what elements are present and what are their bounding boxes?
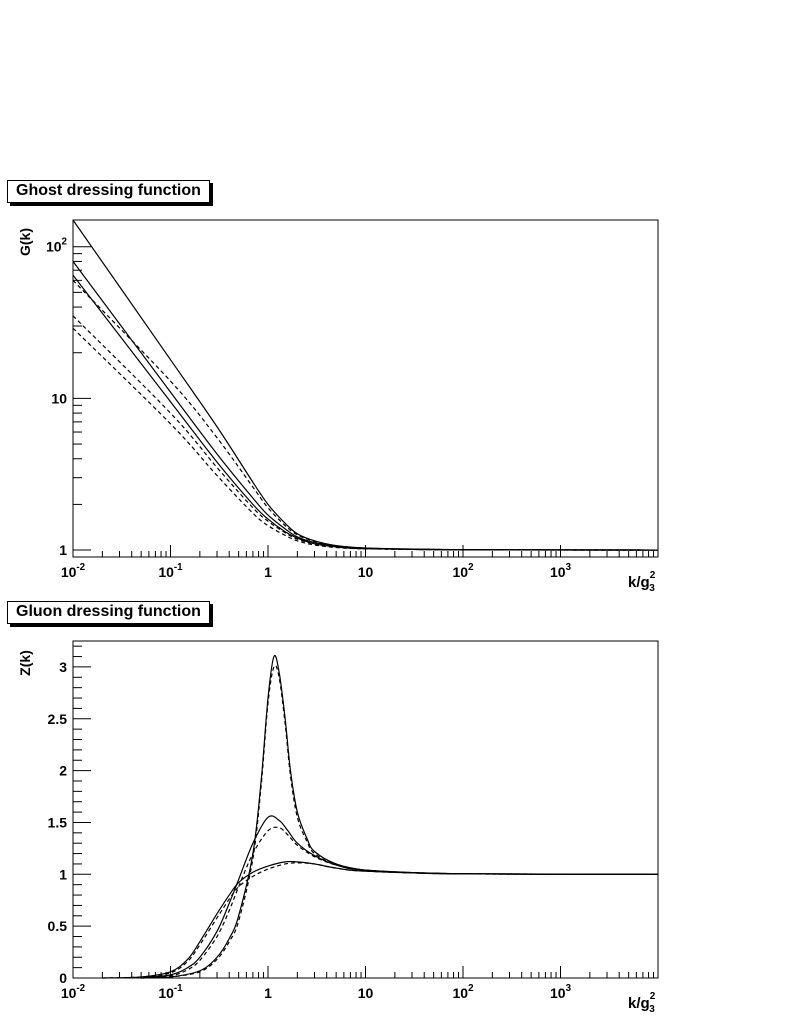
x-tick-label: 102 [452,562,474,580]
y-axis-label: Z(k) [17,650,33,676]
series-line-6 [102,862,659,979]
x-tick-label: 10-2 [61,983,86,1001]
series-line-1 [72,219,659,551]
series-line-5 [102,860,659,979]
x-tick-label: 103 [550,562,572,580]
y-tick-label: 1.5 [48,814,68,830]
y-tick-label: 1 [59,542,67,558]
y-axis-label: G(k) [17,228,33,256]
y-tick-label: 1 [59,866,67,882]
series-line-2 [141,664,659,979]
y-tick-label: 3 [59,659,67,675]
gluon-panel-title: Gluon dressing function [7,601,210,624]
series-line-3 [72,274,659,551]
x-tick-label: 10-2 [61,562,86,580]
series-line-3 [141,815,659,979]
x-tick-label: 10 [358,564,374,580]
x-tick-label: 10-1 [158,562,183,580]
series-line-6 [72,327,659,551]
x-tick-label: 1 [264,564,272,580]
y-tick-label: 2 [59,763,67,779]
ghost-chart: 10-2 10-1 1 10 102 103 k/g2 3 1 10 102 G(k) [17,219,659,594]
x-tick-label: 102 [452,983,474,1001]
series-line-4 [72,279,659,551]
x-tick-label: 10 [358,985,374,1001]
y-tick-label: 2.5 [48,711,68,727]
y-tick-label: 102 [46,237,68,255]
x-axis-label: k/g2 3 [628,991,656,1015]
y-tick-label: 0.5 [48,918,68,934]
y-tick-label: 0 [59,970,67,986]
y-tick-label: 10 [51,390,67,406]
series-line-2 [72,261,659,551]
ghost-panel-title: Ghost dressing function [7,180,210,203]
x-tick-label: 10-1 [158,983,183,1001]
gluon-chart: 10-2 10-1 1 10 102 103 k/g2 3 0 0.5 1 1.5 2 2.5 3 Z(k) [17,640,659,1015]
x-tick-label: 103 [550,983,572,1001]
plot-frame [72,640,659,979]
series-line-5 [72,315,659,551]
x-axis-label: k/g2 3 [628,570,656,594]
x-tick-label: 1 [264,985,272,1001]
series-line-1 [141,654,659,979]
